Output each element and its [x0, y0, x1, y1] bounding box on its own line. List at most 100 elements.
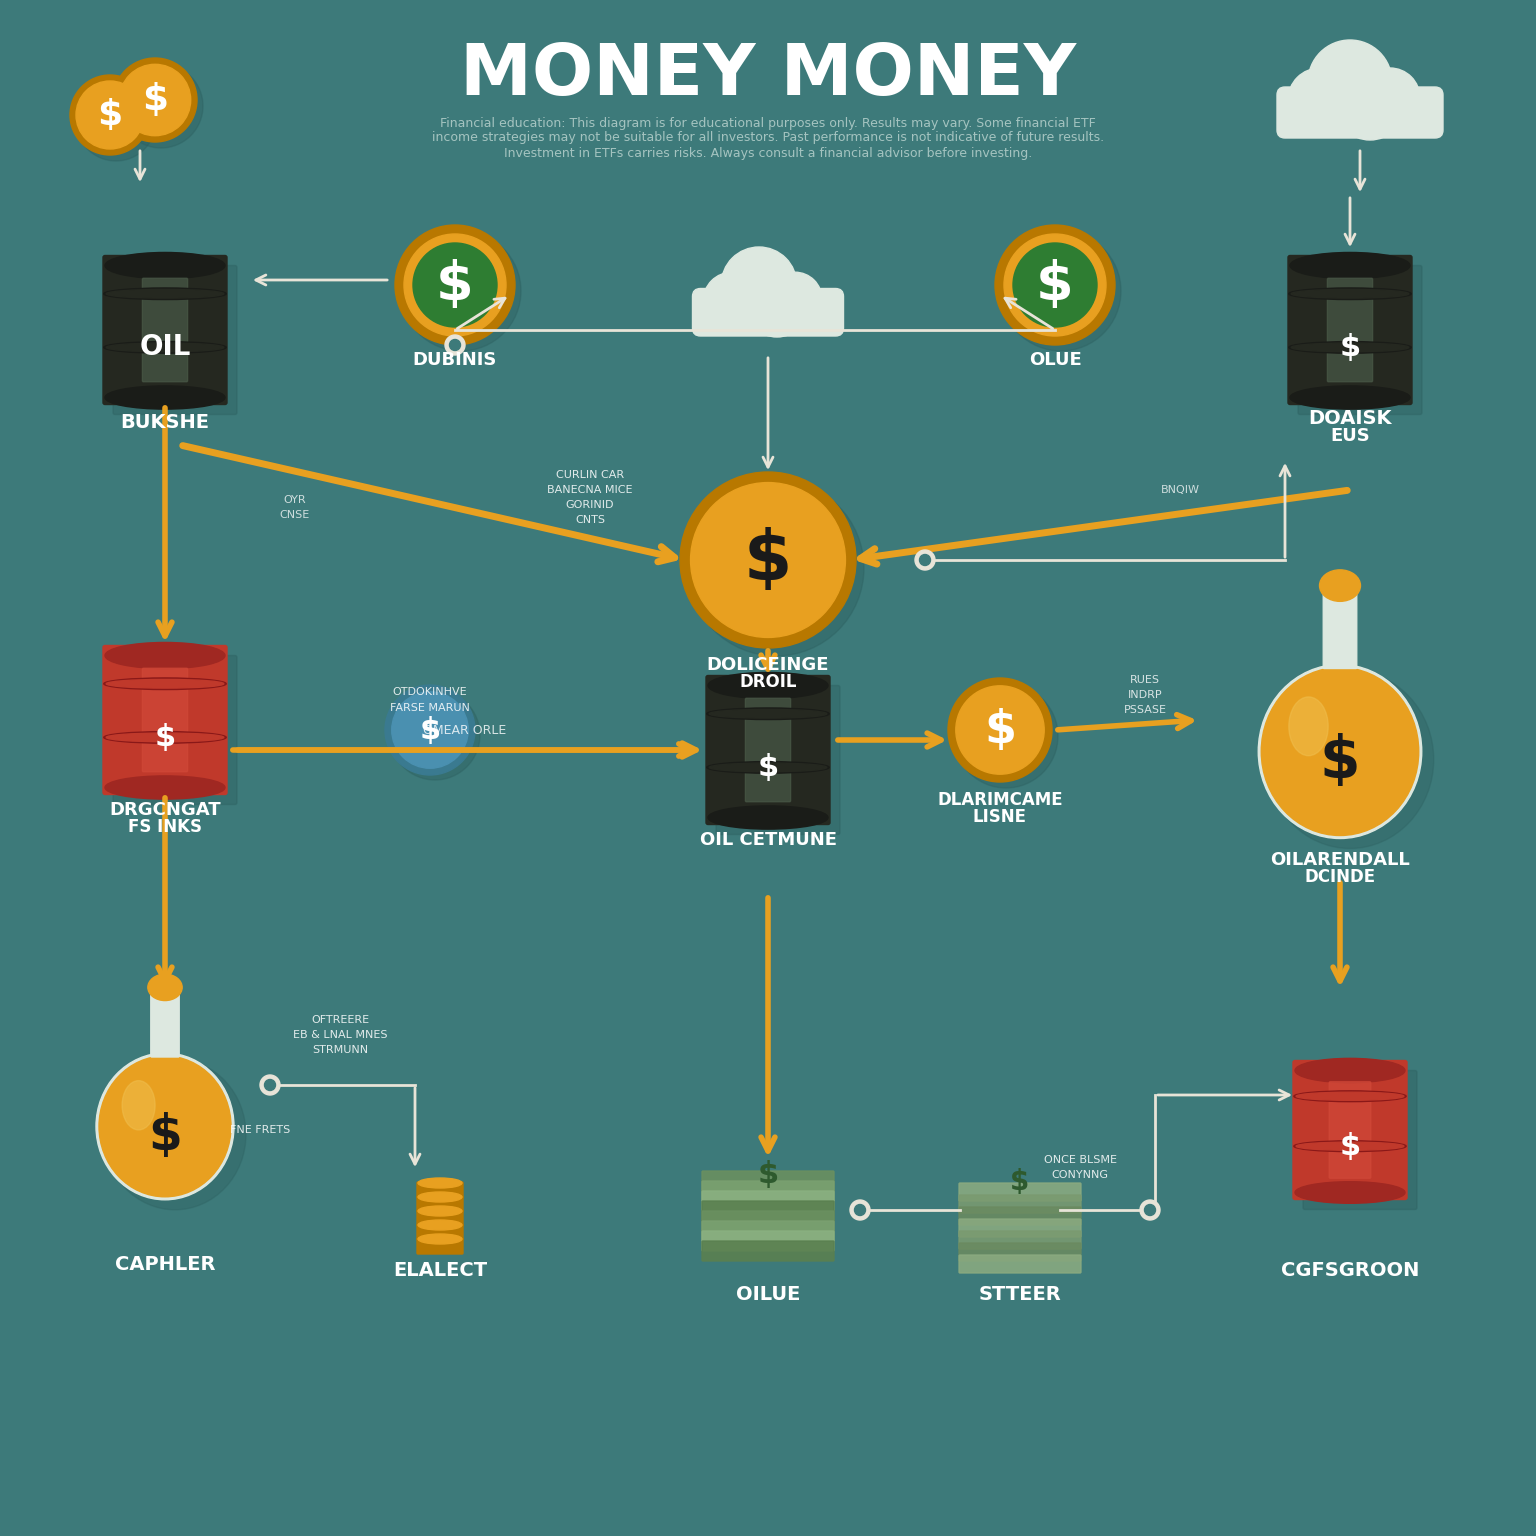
Text: $: $: [1037, 260, 1074, 310]
Ellipse shape: [418, 1178, 462, 1187]
Circle shape: [1001, 230, 1121, 352]
Ellipse shape: [104, 1058, 246, 1210]
Text: $: $: [985, 708, 1015, 753]
Ellipse shape: [1295, 1058, 1405, 1083]
Text: STTEER: STTEER: [978, 1286, 1061, 1304]
Circle shape: [915, 550, 935, 570]
Ellipse shape: [1296, 1143, 1404, 1150]
Circle shape: [75, 81, 144, 149]
FancyBboxPatch shape: [958, 1243, 1081, 1261]
Ellipse shape: [106, 679, 224, 688]
FancyBboxPatch shape: [958, 1220, 1081, 1236]
Ellipse shape: [710, 710, 826, 719]
Text: $: $: [757, 753, 779, 782]
Circle shape: [1144, 1204, 1155, 1215]
Circle shape: [1359, 68, 1419, 127]
Text: PSSASE: PSSASE: [1123, 705, 1166, 714]
Text: ELALECT: ELALECT: [393, 1261, 487, 1279]
Ellipse shape: [106, 343, 224, 352]
Text: BNQIW: BNQIW: [1161, 485, 1200, 495]
Circle shape: [404, 233, 505, 336]
Text: CNTS: CNTS: [574, 515, 605, 525]
FancyBboxPatch shape: [1276, 88, 1442, 138]
Text: $: $: [1339, 1132, 1361, 1161]
Ellipse shape: [418, 1206, 462, 1217]
FancyBboxPatch shape: [1327, 278, 1373, 382]
FancyBboxPatch shape: [1322, 593, 1356, 668]
Text: DUBINIS: DUBINIS: [413, 352, 498, 369]
Ellipse shape: [1296, 1092, 1404, 1100]
Ellipse shape: [104, 252, 224, 278]
Text: CONYNNG: CONYNNG: [1052, 1170, 1109, 1180]
Ellipse shape: [1293, 1141, 1405, 1152]
Text: $: $: [1011, 1167, 1029, 1197]
Text: DOLICEINGE: DOLICEINGE: [707, 656, 829, 674]
FancyBboxPatch shape: [1303, 1071, 1418, 1209]
Text: OTDOKINHVE: OTDOKINHVE: [393, 687, 467, 697]
FancyBboxPatch shape: [416, 1210, 462, 1226]
FancyBboxPatch shape: [416, 1238, 462, 1253]
Circle shape: [955, 685, 1044, 774]
Circle shape: [126, 71, 184, 129]
Circle shape: [1140, 1200, 1160, 1220]
Circle shape: [703, 272, 760, 330]
Text: $: $: [757, 1161, 779, 1189]
FancyBboxPatch shape: [702, 1210, 834, 1230]
Circle shape: [691, 482, 845, 637]
Text: MONEY MONEY: MONEY MONEY: [459, 40, 1077, 109]
Text: CGFSGROON: CGFSGROON: [1281, 1261, 1419, 1279]
Ellipse shape: [708, 806, 828, 829]
FancyBboxPatch shape: [958, 1183, 1081, 1201]
Text: ONCE BLSME: ONCE BLSME: [1043, 1155, 1117, 1164]
Text: BANECNA MICE: BANECNA MICE: [547, 485, 633, 495]
FancyBboxPatch shape: [716, 685, 840, 834]
Ellipse shape: [147, 974, 183, 1000]
Circle shape: [1289, 68, 1352, 132]
Circle shape: [118, 65, 203, 147]
Text: LISNE: LISNE: [972, 808, 1028, 826]
Text: OYR: OYR: [284, 495, 306, 505]
Text: $: $: [97, 98, 123, 132]
Text: $: $: [743, 527, 793, 593]
Text: GORINID: GORINID: [565, 501, 614, 510]
Circle shape: [401, 230, 521, 352]
Text: CAPHLER: CAPHLER: [115, 1255, 215, 1275]
Text: Financial education: This diagram is for educational purposes only. Results may : Financial education: This diagram is for…: [432, 117, 1104, 160]
FancyBboxPatch shape: [151, 994, 180, 1057]
FancyBboxPatch shape: [103, 645, 227, 794]
Circle shape: [71, 75, 151, 155]
Ellipse shape: [710, 763, 826, 771]
Ellipse shape: [1266, 671, 1433, 848]
Circle shape: [1014, 243, 1097, 327]
Circle shape: [75, 81, 157, 161]
Ellipse shape: [104, 341, 226, 353]
Circle shape: [450, 339, 461, 350]
Text: DCINDE: DCINDE: [1304, 868, 1376, 886]
Text: INDRP: INDRP: [1127, 690, 1163, 700]
Text: $: $: [141, 81, 167, 118]
Text: EB & LNAL MNES: EB & LNAL MNES: [293, 1031, 387, 1040]
Circle shape: [114, 58, 197, 141]
Circle shape: [963, 694, 1037, 766]
Circle shape: [81, 88, 138, 143]
FancyBboxPatch shape: [702, 1170, 834, 1190]
Circle shape: [395, 224, 515, 346]
Circle shape: [445, 335, 465, 355]
Ellipse shape: [104, 386, 224, 409]
Ellipse shape: [104, 731, 226, 743]
Text: STRMUNN: STRMUNN: [312, 1044, 369, 1055]
FancyBboxPatch shape: [693, 289, 843, 336]
Text: $: $: [1319, 733, 1361, 790]
FancyBboxPatch shape: [416, 1197, 462, 1212]
Circle shape: [948, 677, 1052, 782]
Circle shape: [680, 472, 856, 648]
FancyBboxPatch shape: [702, 1221, 834, 1241]
Ellipse shape: [1258, 665, 1422, 839]
Circle shape: [688, 479, 863, 656]
FancyBboxPatch shape: [745, 699, 791, 802]
Ellipse shape: [121, 1081, 155, 1130]
Text: FS INKS: FS INKS: [127, 819, 203, 836]
Text: FARSE MARUN: FARSE MARUN: [390, 703, 470, 713]
Text: OFTREERE: OFTREERE: [310, 1015, 369, 1025]
Ellipse shape: [106, 733, 224, 742]
